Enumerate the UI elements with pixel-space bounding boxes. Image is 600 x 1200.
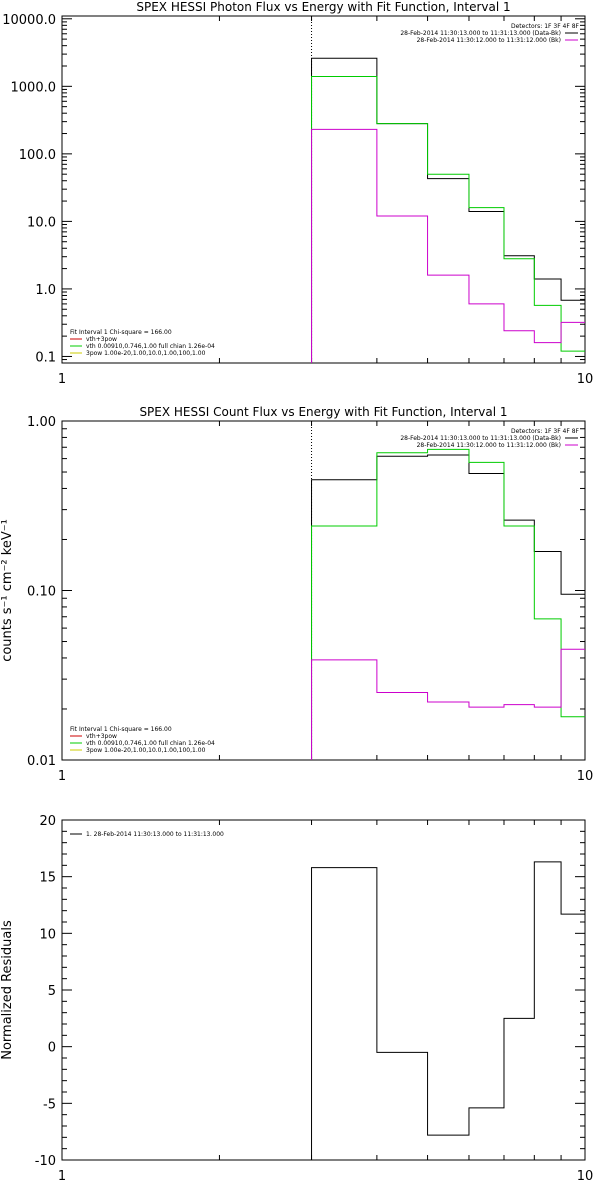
x-tick-label: 10 <box>577 372 594 387</box>
series-line-vth-3pow <box>311 75 585 363</box>
legend-entry: 28-Feb-2014 11:30:12.000 to 11:31:12.000… <box>417 37 561 44</box>
y-tick-label: 0.1 <box>35 350 56 365</box>
legend-entry: vth+3pow <box>86 336 117 343</box>
y-tick-label: 15 <box>39 871 56 886</box>
y-tick-label: 10000.0 <box>2 13 56 28</box>
legend-entry: 3pow 1.00e-20,1.00,10.0,1.00,100,1.00 <box>86 350 206 357</box>
legend-entry: 1. 28-Feb-2014 11:30:13.000 to 11:31:13.… <box>86 831 224 838</box>
y-tick-label: 1000.0 <box>11 80 57 95</box>
chart-title: SPEX HESSI Photon Flux vs Energy with Fi… <box>136 0 510 14</box>
y-tick-label: 1.0 <box>35 283 56 298</box>
legend-entry: 28-Feb-2014 11:30:13.000 to 11:31:13.000… <box>400 435 561 442</box>
legend-title: Fit Interval 1 Chi-square = 166.00 <box>70 329 172 336</box>
legend-title: Fit Interval 1 Chi-square = 166.00 <box>70 726 172 733</box>
legend-entry: vth 0.00910,0.746,1.00 full chian 1.26e-… <box>86 740 215 747</box>
legend-entry: 28-Feb-2014 11:30:12.000 to 11:31:12.000… <box>417 442 561 449</box>
y-tick-label: -10 <box>35 1154 56 1169</box>
y-tick-label: 5 <box>48 984 56 999</box>
y-tick-label: 1.00 <box>27 415 56 430</box>
legend-title: Detectors: 1F 3F 4F 8F <box>511 428 580 435</box>
series-line-data-bk <box>311 454 585 760</box>
y-axis-label: Normalized Residuals <box>0 920 15 1060</box>
y-tick-label: 0.01 <box>27 754 56 769</box>
y-tick-label: 20 <box>39 814 56 829</box>
y-tick-label: -5 <box>43 1097 56 1112</box>
y-tick-label: 100.0 <box>19 148 56 163</box>
legend-entry: 3pow 1.00e-20,1.00,10.0,1.00,100,1.00 <box>86 747 206 754</box>
series-line-vth-3pow <box>311 448 585 760</box>
series-line-data-bk <box>311 57 585 363</box>
y-tick-label: 0.10 <box>27 585 56 600</box>
x-tick-label: 10 <box>577 769 594 784</box>
plot-frame <box>61 15 586 364</box>
plot-frame <box>61 819 586 1161</box>
legend-top: 1. 28-Feb-2014 11:30:13.000 to 11:31:13.… <box>70 831 224 838</box>
legend-entry: vth 0.00910,0.746,1.00 full chian 1.26e-… <box>86 343 215 350</box>
x-tick-label: 1 <box>58 769 66 784</box>
legend-bottom: Fit Interval 1 Chi-square = 166.00vth+3p… <box>70 329 215 357</box>
legend-title: Detectors: 1F 3F 4F 8F <box>511 23 580 30</box>
series-line-bk <box>311 128 585 363</box>
y-axis-label: counts s⁻¹ cm⁻² keV⁻¹ <box>0 519 15 662</box>
residuals-panel: 1 10 20 15 10 5 0 -5 -10 Normalized Residuals 1. 2… <box>0 814 593 1184</box>
y-tick-label: 0 <box>48 1041 56 1056</box>
legend-bottom: Fit Interval 1 Chi-square = 166.00vth+3p… <box>70 726 215 754</box>
count-flux-panel: SPEX HESSI Count Flux vs Energy with Fit… <box>0 405 593 784</box>
plot-frame <box>61 420 586 761</box>
series-line-0 <box>311 861 585 1160</box>
x-tick-label: 10 <box>577 1169 594 1184</box>
legend-entry: vth+3pow <box>86 733 117 740</box>
y-tick-label: 10 <box>39 927 56 942</box>
series-line-bk <box>311 648 585 760</box>
photon-flux-panel: SPEX HESSI Photon Flux vs Energy with Fi… <box>2 0 593 387</box>
legend-entry: 28-Feb-2014 11:30:13.000 to 11:31:13.000… <box>400 30 561 37</box>
x-tick-label: 1 <box>58 1169 66 1184</box>
y-tick-label: 10.0 <box>27 215 56 230</box>
chart-title: SPEX HESSI Count Flux vs Energy with Fit… <box>139 405 507 419</box>
x-tick-label: 1 <box>58 372 66 387</box>
